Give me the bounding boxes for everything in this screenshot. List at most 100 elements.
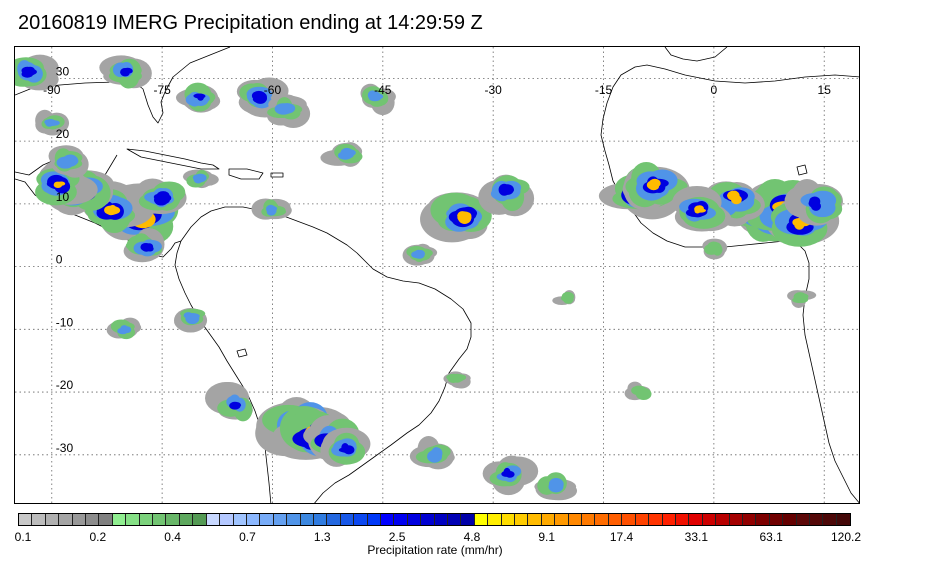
- colorbar-cell: [836, 514, 851, 525]
- precip-blob: [414, 252, 425, 258]
- precip-blob: [274, 103, 293, 115]
- colorbar-cell: [515, 514, 529, 525]
- precip-cell: [784, 179, 843, 226]
- colorbar-cell: [461, 514, 475, 525]
- precip-cell: [99, 55, 152, 89]
- colorbar-cell: [340, 514, 355, 525]
- lat-tick-label: -30: [56, 441, 74, 455]
- axis-labels: -90 -75 -60 -45 -30 -15 0 15 30 20 10 0 -10 -20 -30: [43, 64, 831, 454]
- precip-cell: [420, 192, 492, 243]
- precip-blob: [253, 92, 268, 104]
- precip-cell: [534, 472, 578, 501]
- colorbar-tick-label: 17.4: [609, 530, 634, 544]
- precip-blob: [57, 181, 66, 186]
- coastline-iberia: [664, 47, 728, 62]
- graticule: [15, 47, 859, 503]
- colorbar-cell: [313, 514, 328, 525]
- precip-blob: [431, 447, 442, 460]
- colorbar-cell: [233, 514, 247, 525]
- colorbar-tick-label: 1.3: [313, 530, 331, 544]
- precip-cell: [35, 159, 98, 206]
- colorbar: [18, 513, 851, 526]
- precip-cell: [174, 308, 208, 333]
- lon-tick-label: -90: [43, 83, 61, 97]
- lon-tick-label: 0: [711, 83, 718, 97]
- colorbar-cell: [112, 514, 127, 525]
- precip-blob: [731, 194, 742, 205]
- precip-blob: [107, 205, 118, 215]
- precip-cell: [320, 142, 363, 167]
- colorbar-cell: [206, 514, 221, 525]
- precip-cell: [251, 198, 292, 220]
- page-title: 20160819 IMERG Precipitation ending at 1…: [18, 12, 483, 34]
- colorbar-cell: [541, 514, 556, 525]
- colorbar-tick-label: 120.2: [830, 530, 862, 544]
- coastline-hispaniola: [228, 168, 264, 180]
- colorbar-cell: [689, 514, 703, 525]
- colorbar-cell: [716, 514, 730, 525]
- colorbar-cell: [327, 514, 341, 525]
- lon-tick-label: -60: [264, 83, 282, 97]
- precip-blob: [447, 373, 460, 383]
- colorbar-cell: [595, 514, 609, 525]
- precip-cell: [443, 371, 471, 389]
- colorbar-label: Precipitation rate (mm/hr): [367, 543, 503, 557]
- colorbar-cell: [756, 514, 770, 525]
- colorbar-tick-label: 63.1: [759, 530, 783, 544]
- precip-cell: [123, 228, 165, 263]
- colorbar-cell: [488, 514, 502, 525]
- colorbar-cell: [99, 514, 113, 525]
- precip-blob: [229, 402, 242, 408]
- coastline-africa: [600, 64, 859, 503]
- precip-blob: [367, 90, 377, 101]
- precip-blob: [708, 246, 721, 254]
- precip-cell: [672, 185, 732, 232]
- colorbar-cell: [809, 514, 824, 525]
- colorbar-tick-label: 4.8: [463, 530, 481, 544]
- colorbar-cell: [19, 514, 33, 525]
- precip-cell: [320, 427, 371, 467]
- precip-blob: [503, 467, 511, 476]
- colorbar-tick-label: 0.7: [239, 530, 256, 544]
- precip-blob: [792, 297, 808, 304]
- colorbar-cell: [528, 514, 542, 525]
- colorbar-tick-label: 0.2: [89, 530, 107, 544]
- lat-tick-label: 20: [56, 127, 70, 141]
- coastline-south-america-west: [174, 240, 272, 503]
- lat-tick-label: 0: [56, 253, 63, 267]
- precip-cell: [478, 174, 535, 217]
- colorbar-cell: [45, 514, 60, 525]
- coastline-gulf-of-mexico: [15, 47, 231, 124]
- precip-blob: [146, 245, 154, 252]
- colorbar-cell: [273, 514, 288, 525]
- precip-blob: [635, 387, 652, 401]
- precip-blob: [120, 325, 129, 333]
- precip-blob: [122, 69, 133, 74]
- colorbar-cell: [139, 514, 154, 525]
- precip-cell: [624, 381, 652, 401]
- colorbar-cell: [501, 514, 516, 525]
- map-canvas[interactable]: -90 -75 -60 -45 -30 -15 0 15 30 20 10 0 -10 -20 -30: [15, 47, 860, 504]
- colorbar-cell: [635, 514, 650, 525]
- precip-blob: [694, 205, 703, 213]
- precip-cell: [35, 109, 70, 136]
- colorbar-cell: [193, 514, 207, 525]
- precip-blob: [268, 206, 278, 212]
- colorbar-cell: [287, 514, 301, 525]
- precip-blob: [44, 119, 56, 125]
- colorbar-cell: [769, 514, 784, 525]
- precip-cell: [48, 145, 89, 178]
- precip-cell: [360, 83, 396, 116]
- lat-tick-label: 30: [56, 64, 70, 78]
- precip-cell: [787, 290, 817, 308]
- precip-cell: [182, 169, 219, 189]
- colorbar-cell: [796, 514, 810, 525]
- coastline-cuba: [126, 148, 220, 170]
- precip-blob: [193, 175, 203, 184]
- precip-blob: [500, 184, 514, 195]
- coastline-lake-titicaca: [236, 348, 248, 358]
- colorbar-cell: [220, 514, 234, 525]
- colorbar-cell: [729, 514, 743, 525]
- precip-blob: [548, 478, 564, 491]
- precip-cell: [266, 94, 311, 128]
